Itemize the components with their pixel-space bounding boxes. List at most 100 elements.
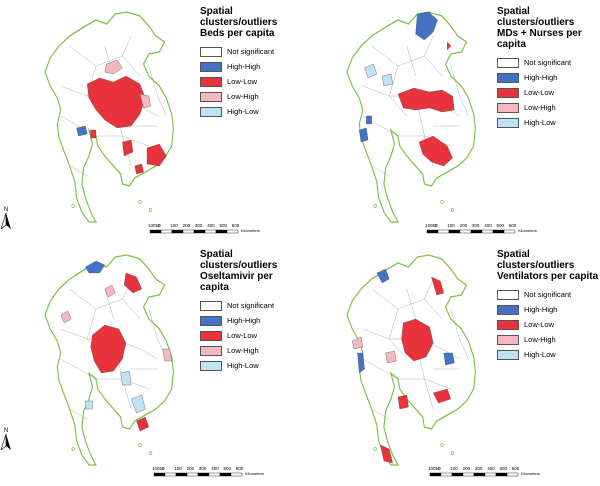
legend-label: High-High — [524, 305, 558, 314]
scale-tick-label: 300 — [474, 466, 483, 471]
north-label: N — [3, 428, 9, 434]
legend-swatch — [200, 345, 222, 356]
scale-tick-label: 0 — [435, 223, 438, 228]
legend-label: Not significant — [524, 58, 572, 67]
region-map — [44, 254, 175, 466]
scale-tick-label: 400 — [487, 466, 495, 471]
legend-swatch — [200, 315, 222, 326]
region-map — [44, 11, 175, 223]
north-arrow-icon — [0, 212, 11, 230]
legend-label: High-Low — [227, 361, 259, 370]
legend-swatch — [200, 330, 222, 341]
legend-item: High-Low — [497, 347, 600, 362]
scale-unit-label: Kilometers — [521, 471, 540, 476]
scale-tick-label: 100 — [170, 223, 178, 228]
legend-item: High-High — [497, 70, 600, 85]
cluster-region-low-high — [104, 59, 123, 75]
legend-item: Not significant — [497, 287, 600, 302]
legend-swatch — [497, 57, 519, 68]
scale-tick-label: 400 — [211, 466, 219, 471]
legend-swatch — [497, 319, 519, 330]
scale-tick-label: 500 — [219, 223, 228, 228]
legend-swatch — [497, 304, 519, 315]
cluster-region-low-low — [146, 143, 167, 167]
legend-swatch — [200, 61, 222, 72]
scale-tick-label: 300 — [471, 223, 480, 228]
legend-swatch — [200, 91, 222, 102]
scale-tick-label: 500 — [499, 466, 508, 471]
cluster-region-low-low — [432, 388, 452, 404]
legend-item: Low-Low — [200, 328, 300, 343]
legend: Spatial clusters/outliers MDs + Nurses p… — [497, 6, 600, 130]
cluster-region-low-low — [87, 75, 146, 129]
legend-swatch — [497, 289, 519, 300]
legend-title: Spatial clusters/outliers — [497, 6, 575, 28]
cluster-region-low-high — [352, 336, 364, 350]
map-mds-nurses — [346, 11, 477, 223]
legend-label: Not significant — [227, 301, 275, 310]
legend-swatch — [200, 300, 222, 311]
legend-label: Low-Low — [524, 88, 555, 97]
legend-swatch — [497, 117, 519, 128]
map-panel-oseltamivir: Spatial clusters/outliers Oseltamivir pe… — [0, 243, 300, 486]
legend-label: Not significant — [227, 47, 275, 56]
scale-unit-label: Kilometers — [518, 228, 537, 233]
legend-label: Low-High — [227, 346, 259, 355]
legend-item: Low-Low — [497, 317, 600, 332]
legend-item: High-Low — [497, 115, 600, 130]
scale-tick-label: 600 — [511, 466, 520, 471]
legend-title: Spatial clusters/outliers — [200, 249, 278, 271]
legend-label: High-Low — [227, 107, 259, 116]
scale-tick-label: 300 — [194, 223, 203, 228]
legend-title: Spatial clusters/outliers — [200, 6, 278, 28]
cluster-region-low-low — [380, 444, 393, 464]
scale-tick-label: 0 — [158, 223, 161, 228]
legend-label: High-High — [227, 62, 261, 71]
legend-swatch — [200, 76, 222, 87]
cluster-region-low-low — [122, 139, 134, 157]
legend-subtitle: Ventilators per capita — [497, 271, 599, 282]
legend-label: High-High — [524, 73, 558, 82]
scale-tick-label: 10050 — [148, 223, 161, 228]
legend-item: High-High — [200, 59, 300, 74]
legend-label: High-High — [227, 316, 261, 325]
scale-tick-label: 0 — [438, 466, 441, 471]
cluster-region-high-low — [120, 370, 132, 386]
cluster-region-low-low — [397, 394, 409, 410]
legend-swatch — [497, 349, 519, 360]
cluster-region-low-low — [431, 276, 444, 296]
cluster-region-low-low — [123, 272, 143, 294]
legend-swatch — [200, 46, 222, 57]
scale-tick-label: 10050 — [428, 466, 441, 471]
legend-item: Not significant — [200, 298, 300, 313]
legend-swatch — [200, 360, 222, 371]
cluster-region-high-high — [85, 260, 106, 274]
region-map — [346, 254, 477, 466]
legend-swatch — [497, 72, 519, 83]
legend-swatch — [497, 334, 519, 345]
legend-item: Low-High — [497, 332, 600, 347]
cluster-region-low-high — [60, 310, 72, 324]
legend-label: Low-Low — [227, 77, 258, 86]
legend-label: Low-Low — [227, 331, 258, 340]
legend-item: Low-High — [200, 89, 300, 104]
scale-unit-label: Kilometers — [245, 471, 264, 476]
cluster-region-high-high — [376, 268, 390, 284]
map-panel-beds: Spatial clusters/outliers Beds per capit… — [0, 0, 300, 243]
cluster-region-low-high — [139, 93, 151, 109]
scale-bar: 10050 0 100 200 300 400 500 600 Kilometers — [428, 466, 543, 484]
scale-tick-label: 10050 — [425, 223, 438, 228]
cluster-region-high-low — [85, 400, 93, 410]
legend-label: Not significant — [524, 290, 572, 299]
scale-tick-label: 500 — [496, 223, 505, 228]
legend-label: Low-High — [524, 335, 556, 344]
legend-title: Spatial clusters/outliers — [497, 249, 575, 271]
map-panel-ventilators: Spatial clusters/outliers Ventilators pe… — [300, 243, 600, 486]
map-ventilators — [346, 254, 477, 466]
legend-label: Low-High — [227, 92, 259, 101]
legend-item: Not significant — [497, 55, 600, 70]
scale-bar-graphic — [149, 229, 239, 234]
legend-item: High-High — [497, 302, 600, 317]
cluster-region-high-low — [364, 63, 378, 79]
cluster-region-low-low — [397, 87, 455, 113]
